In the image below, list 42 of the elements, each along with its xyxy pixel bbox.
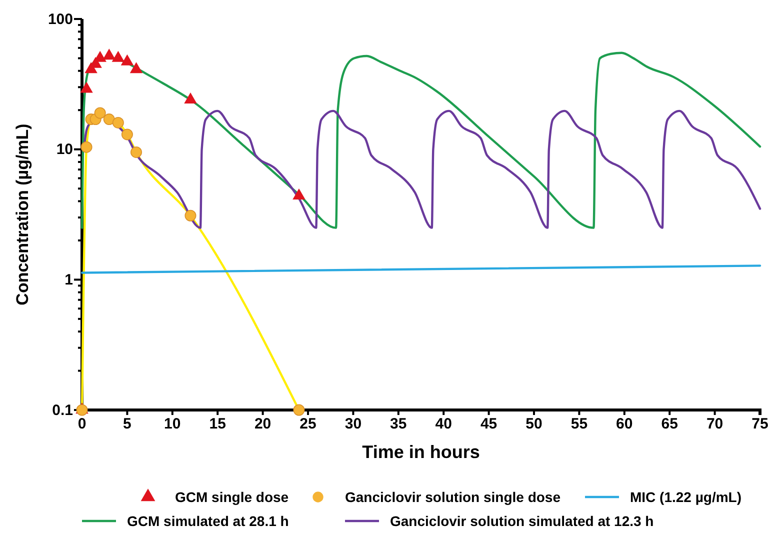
x-tick-label: 5 xyxy=(123,416,132,433)
legend-label: Ganciclovir solution single dose xyxy=(345,489,561,505)
point xyxy=(80,141,92,153)
x-tick-label: 25 xyxy=(300,416,316,433)
point xyxy=(112,50,125,62)
y-tick-label: 10 xyxy=(56,141,73,158)
point xyxy=(184,210,196,222)
x-tick-label: 50 xyxy=(526,416,542,433)
x-tick-label: 60 xyxy=(616,416,633,433)
point xyxy=(130,146,142,158)
point xyxy=(80,82,93,93)
y-tick-label: 1 xyxy=(64,271,73,288)
x-tick-label: 15 xyxy=(209,416,226,433)
point xyxy=(184,92,197,104)
point xyxy=(293,404,305,416)
x-tick-label: 55 xyxy=(570,416,588,433)
x-axis-title: Time in hours xyxy=(362,442,480,462)
y-tick-label: 0.1 xyxy=(52,402,73,419)
point xyxy=(120,54,134,66)
x-tick-label: 10 xyxy=(164,416,181,433)
point xyxy=(112,116,124,128)
x-tick-label: 30 xyxy=(344,416,362,433)
x-tick-label: 70 xyxy=(706,416,724,433)
point xyxy=(102,48,116,60)
x-tick-label: 45 xyxy=(480,416,498,433)
x-tick-label: 75 xyxy=(752,416,768,433)
point xyxy=(121,128,133,140)
x-tick-label: 0 xyxy=(78,416,86,433)
legend-label: GCM simulated at 28.1 h xyxy=(127,513,289,529)
point xyxy=(103,114,115,126)
x-tick-label: 20 xyxy=(254,416,272,433)
point xyxy=(292,188,306,200)
point xyxy=(130,62,143,74)
legend-label: GCM single dose xyxy=(175,489,289,505)
x-tick-label: 65 xyxy=(661,416,678,433)
y-axis-title: Concentration (µg/mL) xyxy=(13,124,32,306)
legend-label: MIC (1.22 µg/mL) xyxy=(630,489,742,505)
x-tick-label: 35 xyxy=(390,416,407,433)
legend-label: Ganciclovir solution simulated at 12.3 h xyxy=(390,513,654,529)
point xyxy=(94,107,106,119)
y-tick-label: 100 xyxy=(48,10,73,28)
x-tick-label: 40 xyxy=(435,416,452,433)
